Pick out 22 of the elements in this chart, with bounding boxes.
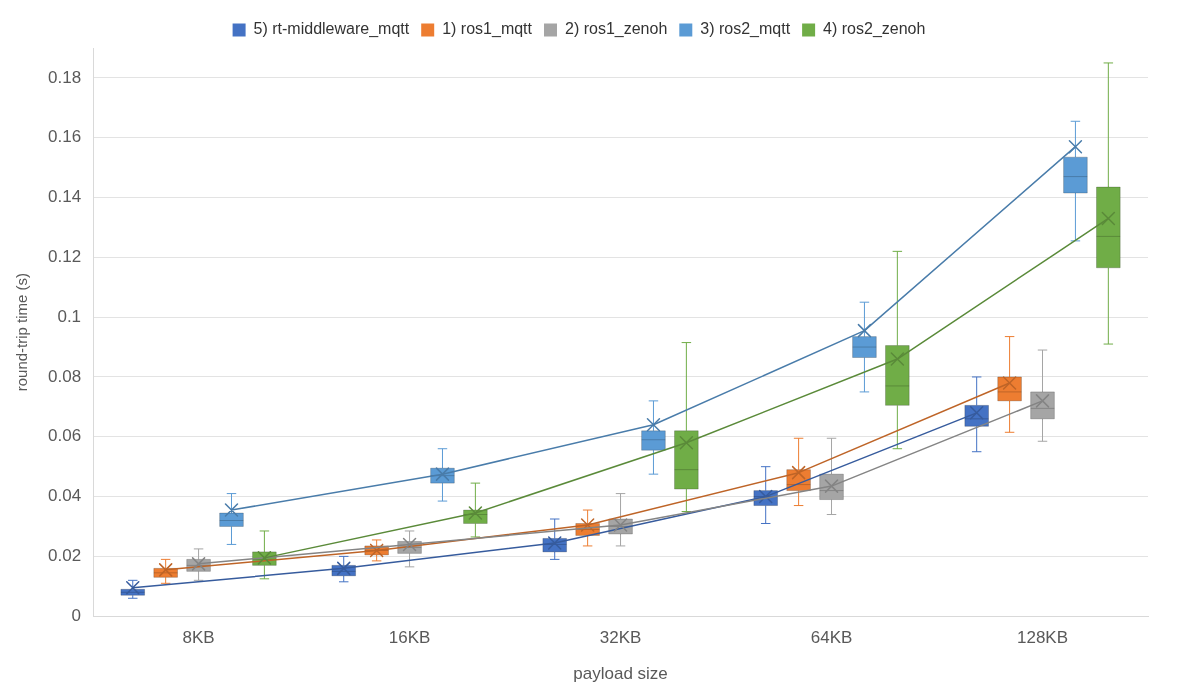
y-tick-label: 0.08 bbox=[47, 366, 82, 386]
legend-label: 4) ros2_zenoh bbox=[823, 20, 926, 39]
y-tick-label: 0 bbox=[71, 605, 82, 625]
y-axis-title: round-trip time (s) bbox=[13, 272, 31, 392]
y-tick-label: 0.1 bbox=[57, 306, 82, 326]
x-axis-title: payload size bbox=[573, 664, 668, 684]
y-tick-label: 0.14 bbox=[47, 187, 82, 207]
x-tick-label: 64KB bbox=[810, 628, 853, 648]
x-tick-label: 128KB bbox=[1016, 628, 1069, 648]
y-tick-label: 0.16 bbox=[47, 127, 82, 147]
x-tick-label: 16KB bbox=[388, 628, 431, 648]
y-tick-label: 0.02 bbox=[47, 546, 82, 566]
x-tick-label: 8KB bbox=[182, 628, 215, 648]
legend-label: 1) ros1_mqtt bbox=[442, 20, 533, 39]
y-tick-label: 0.04 bbox=[47, 486, 82, 506]
legend-label: 5) rt-middleware_mqtt bbox=[253, 20, 410, 39]
x-tick-label: 32KB bbox=[599, 628, 642, 648]
y-tick-label: 0.12 bbox=[47, 247, 82, 267]
y-tick-label: 0.18 bbox=[47, 67, 82, 87]
legend-label: 2) ros1_zenoh bbox=[565, 20, 668, 39]
legend-label: 3) ros2_mqtt bbox=[700, 20, 791, 39]
y-tick-label: 0.06 bbox=[47, 426, 82, 446]
